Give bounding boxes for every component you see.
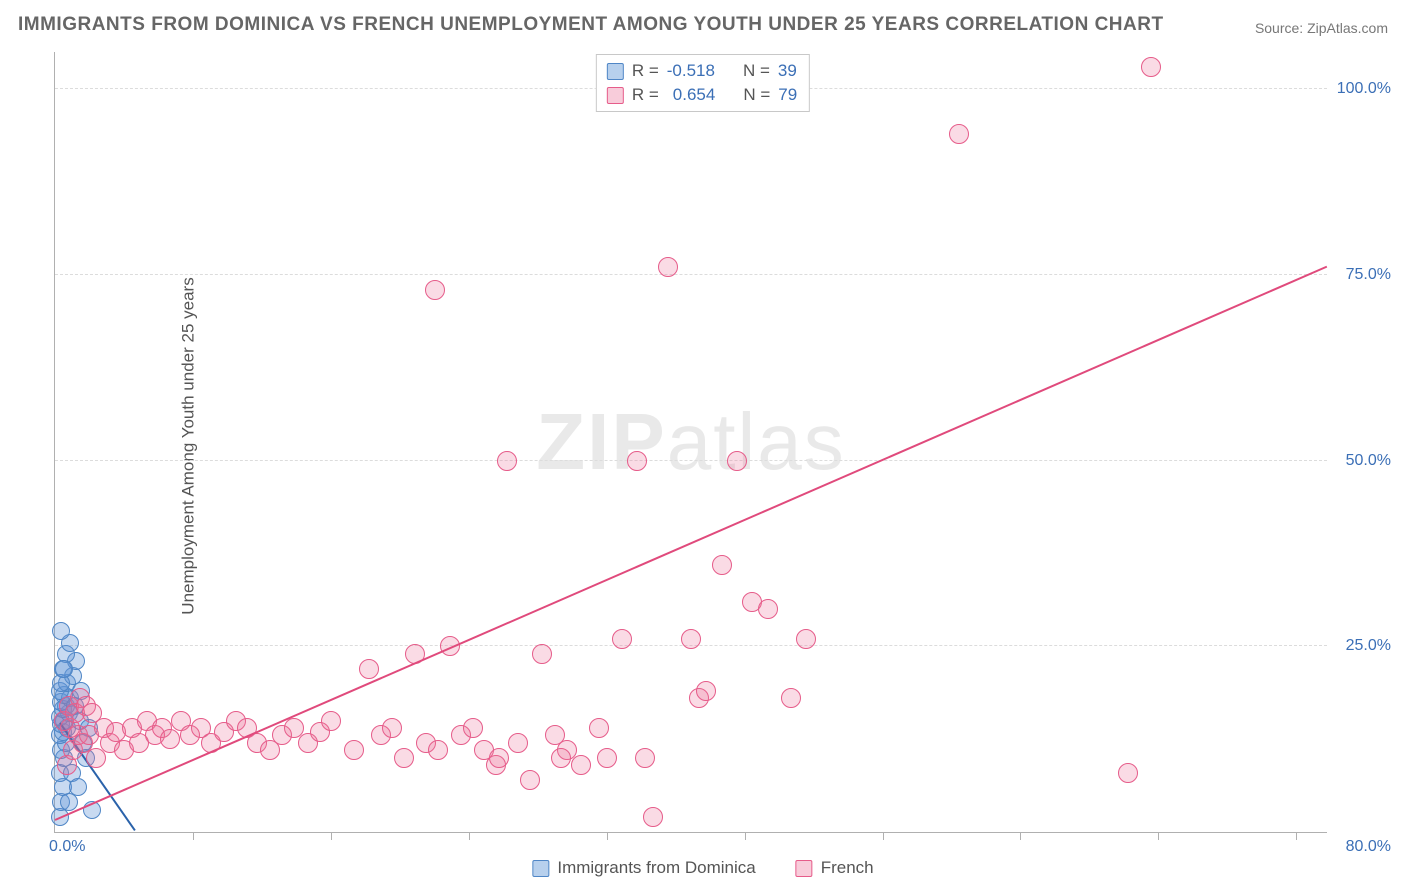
data-point xyxy=(727,451,747,471)
data-point xyxy=(82,703,102,723)
swatch-pink-icon xyxy=(796,860,813,877)
data-point xyxy=(627,451,647,471)
stats-row-blue: R = -0.518 N = 39 xyxy=(607,59,797,83)
source-prefix: Source: xyxy=(1255,20,1307,36)
x-tick xyxy=(331,832,332,840)
x-tick xyxy=(607,832,608,840)
y-tick-label: 50.0% xyxy=(1331,452,1391,470)
x-axis-end-label: 80.0% xyxy=(1331,838,1391,856)
bottom-legend: Immigrants from Dominica French xyxy=(532,858,873,878)
gridline xyxy=(55,274,1327,275)
swatch-pink-icon xyxy=(607,87,624,104)
data-point xyxy=(55,660,73,678)
n-value-pink: 79 xyxy=(778,83,797,107)
stats-legend: R = -0.518 N = 39 R = 0.654 N = 79 xyxy=(596,54,810,112)
watermark-atlas: atlas xyxy=(667,397,846,486)
data-point xyxy=(394,748,414,768)
n-label: N = xyxy=(743,83,770,107)
data-point xyxy=(1141,57,1161,77)
x-axis-start-label: 0.0% xyxy=(49,838,85,856)
data-point xyxy=(489,748,509,768)
data-point xyxy=(597,748,617,768)
data-point xyxy=(696,681,716,701)
legend-item-pink: French xyxy=(796,858,874,878)
data-point xyxy=(344,740,364,760)
r-value-blue: -0.518 xyxy=(667,59,715,83)
data-point xyxy=(949,124,969,144)
data-point xyxy=(796,629,816,649)
data-point xyxy=(508,733,528,753)
data-point xyxy=(321,711,341,731)
scatter-plot-area: ZIPatlas 0.0% 80.0% 25.0%50.0%75.0%100.0… xyxy=(54,52,1327,833)
source-name: ZipAtlas.com xyxy=(1307,20,1388,36)
chart-title: IMMIGRANTS FROM DOMINICA VS FRENCH UNEMP… xyxy=(18,14,1164,36)
swatch-blue-icon xyxy=(607,63,624,80)
legend-label-blue: Immigrants from Dominica xyxy=(557,858,755,878)
data-point xyxy=(359,659,379,679)
swatch-blue-icon xyxy=(532,860,549,877)
data-point xyxy=(612,629,632,649)
data-point xyxy=(520,770,540,790)
data-point xyxy=(635,748,655,768)
r-label: R = xyxy=(632,83,659,107)
data-point xyxy=(497,451,517,471)
data-point xyxy=(160,729,180,749)
data-point xyxy=(52,622,70,640)
y-tick-label: 75.0% xyxy=(1331,266,1391,284)
n-label: N = xyxy=(743,59,770,83)
y-tick-label: 25.0% xyxy=(1331,637,1391,655)
data-point xyxy=(643,807,663,827)
data-point xyxy=(781,688,801,708)
data-point xyxy=(1118,763,1138,783)
data-point xyxy=(60,793,78,811)
gridline xyxy=(55,460,1327,461)
data-point xyxy=(463,718,483,738)
x-tick xyxy=(745,832,746,840)
legend-label-pink: French xyxy=(821,858,874,878)
watermark-zip: ZIP xyxy=(536,397,666,486)
x-tick xyxy=(1158,832,1159,840)
data-point xyxy=(532,644,552,664)
source-attribution: Source: ZipAtlas.com xyxy=(1255,20,1388,36)
data-point xyxy=(551,748,571,768)
data-point xyxy=(571,755,591,775)
data-point xyxy=(428,740,448,760)
data-point xyxy=(589,718,609,738)
data-point xyxy=(712,555,732,575)
x-tick xyxy=(883,832,884,840)
watermark: ZIPatlas xyxy=(536,396,845,488)
stats-row-pink: R = 0.654 N = 79 xyxy=(607,83,797,107)
data-point xyxy=(382,718,402,738)
regression-line xyxy=(55,266,1328,821)
data-point xyxy=(681,629,701,649)
x-tick xyxy=(193,832,194,840)
y-tick-label: 100.0% xyxy=(1331,80,1391,98)
x-tick xyxy=(1296,832,1297,840)
data-point xyxy=(758,599,778,619)
r-value-pink: 0.654 xyxy=(667,83,716,107)
x-tick xyxy=(469,832,470,840)
data-point xyxy=(425,280,445,300)
n-value-blue: 39 xyxy=(778,59,797,83)
legend-item-blue: Immigrants from Dominica xyxy=(532,858,755,878)
r-label: R = xyxy=(632,59,659,83)
x-tick xyxy=(1020,832,1021,840)
data-point xyxy=(658,257,678,277)
